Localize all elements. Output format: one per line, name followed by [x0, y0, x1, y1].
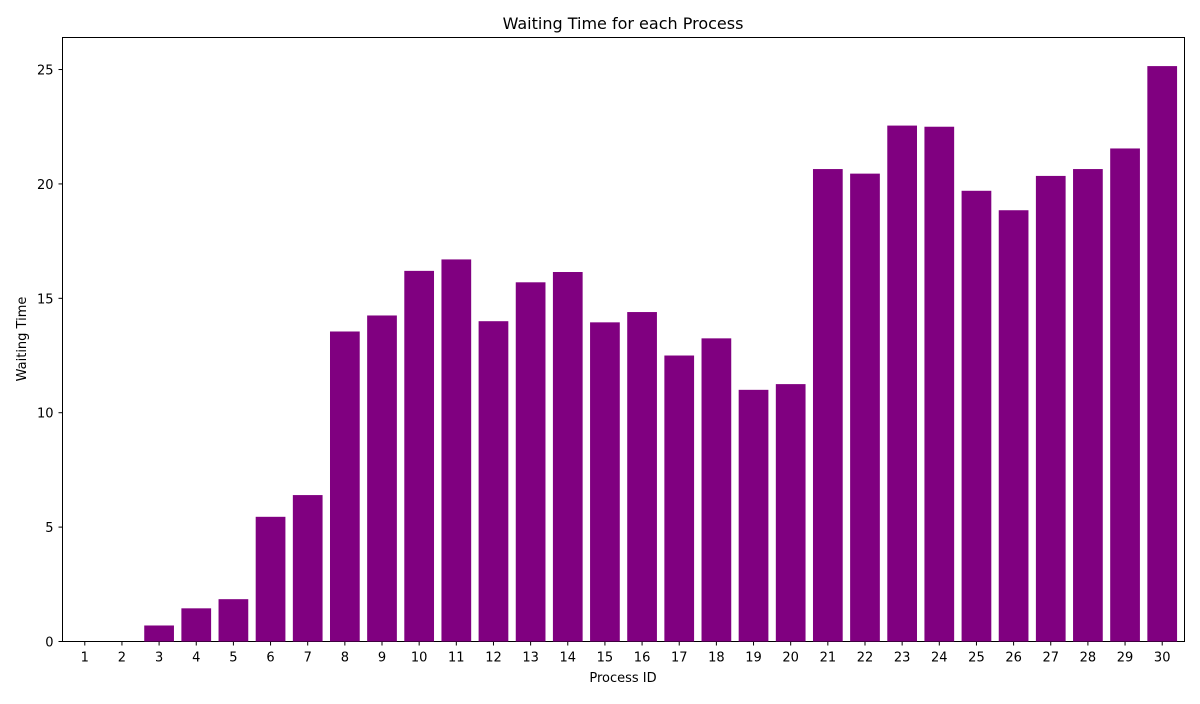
x-tick-label: 2 — [118, 651, 126, 666]
bar-process-16 — [627, 312, 657, 642]
bar-process-20 — [775, 384, 806, 642]
x-tick-label: 30 — [1154, 651, 1171, 666]
x-tick-label: 5 — [229, 651, 237, 666]
plot-frame — [62, 37, 1185, 642]
x-tick-label: 6 — [266, 651, 274, 666]
x-tick-label: 16 — [634, 651, 651, 666]
y-tick-label: 0 — [45, 636, 53, 651]
x-tick-label: 1 — [81, 651, 89, 666]
bar-process-5 — [218, 599, 249, 642]
bar-process-3 — [144, 625, 174, 642]
bar-process-15 — [590, 322, 620, 642]
y-tick-label: 15 — [37, 292, 54, 307]
x-tick-label: 25 — [968, 651, 985, 666]
x-tick-label: 21 — [820, 651, 837, 666]
bar-process-24 — [924, 126, 955, 642]
x-axis: 1 2 3 4 5 6 7 8 9 10 11 12 13 14 15 16 17 18 19 20 21 22 23 24 2… — [81, 641, 1171, 666]
x-tick-label: 14 — [559, 651, 576, 666]
x-tick-label: 23 — [894, 651, 911, 666]
x-tick-label: 11 — [448, 651, 465, 666]
bar-process-7 — [292, 495, 323, 642]
bar-process-23 — [887, 125, 918, 642]
x-tick-label: 28 — [1080, 651, 1097, 666]
x-tick-label: 24 — [931, 651, 948, 666]
bar-process-21 — [812, 169, 843, 642]
y-axis: 0 5 10 15 20 25 — [37, 64, 63, 651]
bar-process-18 — [701, 338, 732, 642]
bar-process-13 — [515, 282, 546, 642]
bar-process-11 — [441, 259, 472, 642]
bar-process-25 — [961, 190, 992, 642]
bar-process-10 — [404, 270, 435, 642]
bar-process-17 — [664, 355, 695, 642]
x-tick-label: 17 — [671, 651, 688, 666]
x-tick-label: 8 — [341, 651, 349, 666]
y-axis-label: Waiting Time — [15, 297, 30, 382]
bar-process-6 — [255, 516, 286, 642]
chart-title: Waiting Time for each Process — [503, 14, 744, 33]
y-tick-label: 5 — [45, 521, 53, 536]
x-tick-label: 29 — [1117, 651, 1134, 666]
bar-process-22 — [850, 173, 880, 642]
x-tick-label: 27 — [1042, 651, 1059, 666]
x-tick-label: 13 — [522, 651, 539, 666]
bar-process-29 — [1110, 148, 1140, 642]
x-tick-label: 10 — [411, 651, 428, 666]
bar-process-30 — [1147, 66, 1178, 642]
x-tick-label: 20 — [782, 651, 799, 666]
bar-process-27 — [1035, 175, 1066, 642]
x-axis-label: Process ID — [589, 671, 656, 686]
x-tick-label: 9 — [378, 651, 386, 666]
bar-process-8 — [329, 331, 360, 642]
y-tick-label: 10 — [37, 407, 54, 422]
x-tick-label: 15 — [597, 651, 614, 666]
y-tick-label: 20 — [37, 178, 54, 193]
x-tick-label: 18 — [708, 651, 725, 666]
x-tick-label: 7 — [304, 651, 312, 666]
y-tick-label: 25 — [37, 64, 54, 79]
bar-process-28 — [1073, 169, 1103, 642]
x-tick-label: 26 — [1005, 651, 1022, 666]
x-tick-label: 22 — [857, 651, 874, 666]
bar-process-19 — [738, 389, 769, 642]
x-tick-label: 19 — [745, 651, 762, 666]
bar-process-4 — [181, 608, 212, 642]
bar-process-14 — [552, 272, 583, 642]
x-tick-label: 3 — [155, 651, 163, 666]
x-tick-label: 4 — [192, 651, 200, 666]
bar-process-26 — [998, 210, 1029, 642]
bar-process-9 — [367, 315, 397, 642]
x-tick-label: 12 — [485, 651, 502, 666]
bars-layer — [144, 66, 1178, 642]
bar-process-12 — [478, 321, 509, 642]
